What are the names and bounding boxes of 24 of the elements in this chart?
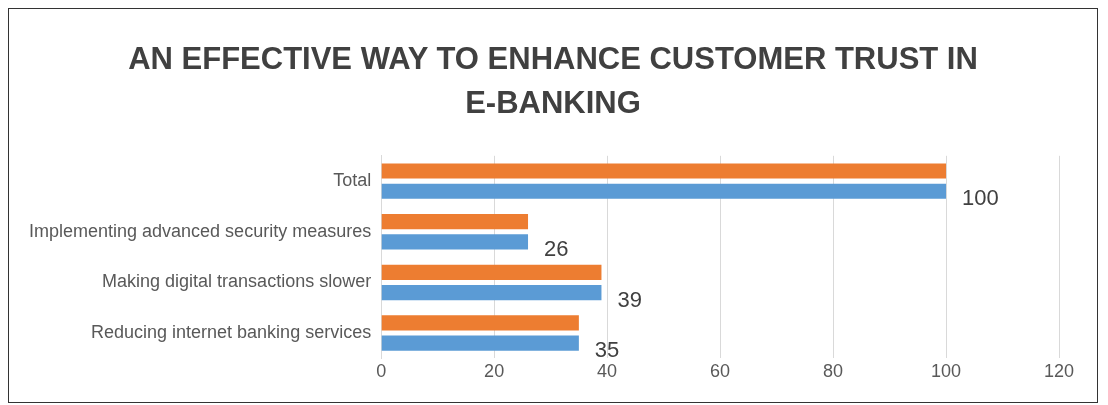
bar (381, 183, 947, 199)
y-tick-label: Implementing advanced security measures (29, 220, 372, 241)
x-tick-label: 80 (823, 361, 844, 382)
bar (381, 234, 529, 250)
x-tick-label: 40 (597, 361, 618, 382)
x-tick-label: 0 (376, 361, 387, 382)
data-label: 39 (617, 286, 642, 312)
x-tick-label: 60 (710, 361, 731, 382)
x-tick-label: 100 (931, 361, 962, 382)
bar (381, 315, 579, 331)
bar (381, 163, 947, 179)
bar (381, 214, 529, 230)
y-tick-label: Total (333, 170, 372, 191)
y-tick-label: Reducing internet banking services (91, 322, 372, 343)
y-tick-label: Making digital transactions slower (102, 271, 372, 292)
chart-title: AN EFFECTIVE WAY TO ENHANCE CUSTOMER TRUST IN E-BANKING (127, 40, 979, 122)
data-label: 35 (594, 337, 620, 363)
bar (381, 284, 602, 301)
bar (381, 335, 579, 351)
bar (381, 264, 602, 280)
x-tick-label: 20 (484, 361, 505, 382)
data-label: 100 (962, 185, 999, 211)
data-label: 26 (544, 235, 569, 261)
x-tick-label: 120 (1043, 361, 1075, 382)
